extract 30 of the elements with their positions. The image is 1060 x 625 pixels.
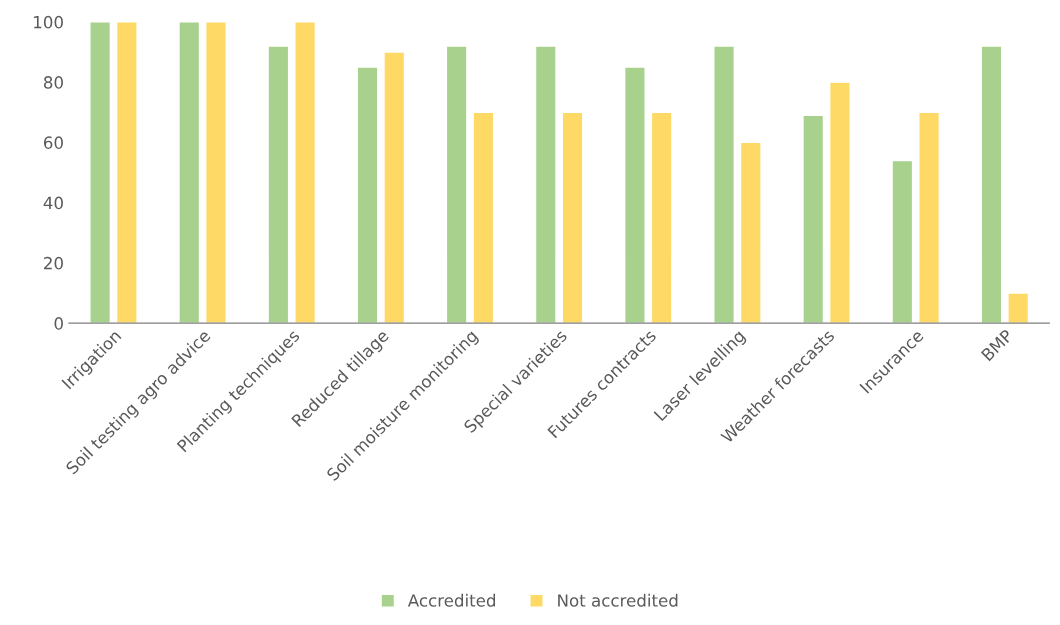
legend-label: Not accredited [558,593,678,607]
bar [472,111,495,324]
legend-label: Accredited [407,593,496,607]
y-tick-label: 20 [44,256,63,270]
bar [739,141,762,324]
bar [918,111,941,324]
bar [356,66,379,324]
bar [178,21,201,324]
y-tick-label: 80 [43,76,63,89]
bar [561,111,584,324]
y-tick-label: 40 [43,196,63,210]
bar [713,45,735,324]
y-tick-label: 100 [34,15,63,29]
bar [383,51,406,324]
bar [115,21,138,324]
bar [1007,292,1030,324]
bar [445,45,468,324]
bar [294,21,317,324]
bar [89,21,112,324]
bar [891,159,914,324]
bar [650,111,673,324]
y-tick-label: 60 [43,136,63,149]
y-tick-label: 0 [54,317,63,330]
bar [205,21,227,324]
bar [267,45,290,324]
bar [828,81,851,324]
bar [623,66,646,324]
bar [534,45,557,324]
bar [980,45,1003,324]
bar [802,114,825,324]
